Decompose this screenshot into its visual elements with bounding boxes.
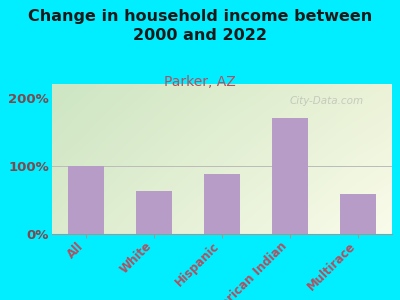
Bar bbox=[272, 118, 308, 234]
Bar bbox=[136, 191, 172, 234]
Text: Parker, AZ: Parker, AZ bbox=[164, 75, 236, 89]
Bar bbox=[340, 194, 376, 234]
Text: City-Data.com: City-Data.com bbox=[290, 96, 364, 106]
Bar bbox=[68, 166, 104, 234]
Bar bbox=[204, 174, 240, 234]
Text: Change in household income between
2000 and 2022: Change in household income between 2000 … bbox=[28, 9, 372, 43]
